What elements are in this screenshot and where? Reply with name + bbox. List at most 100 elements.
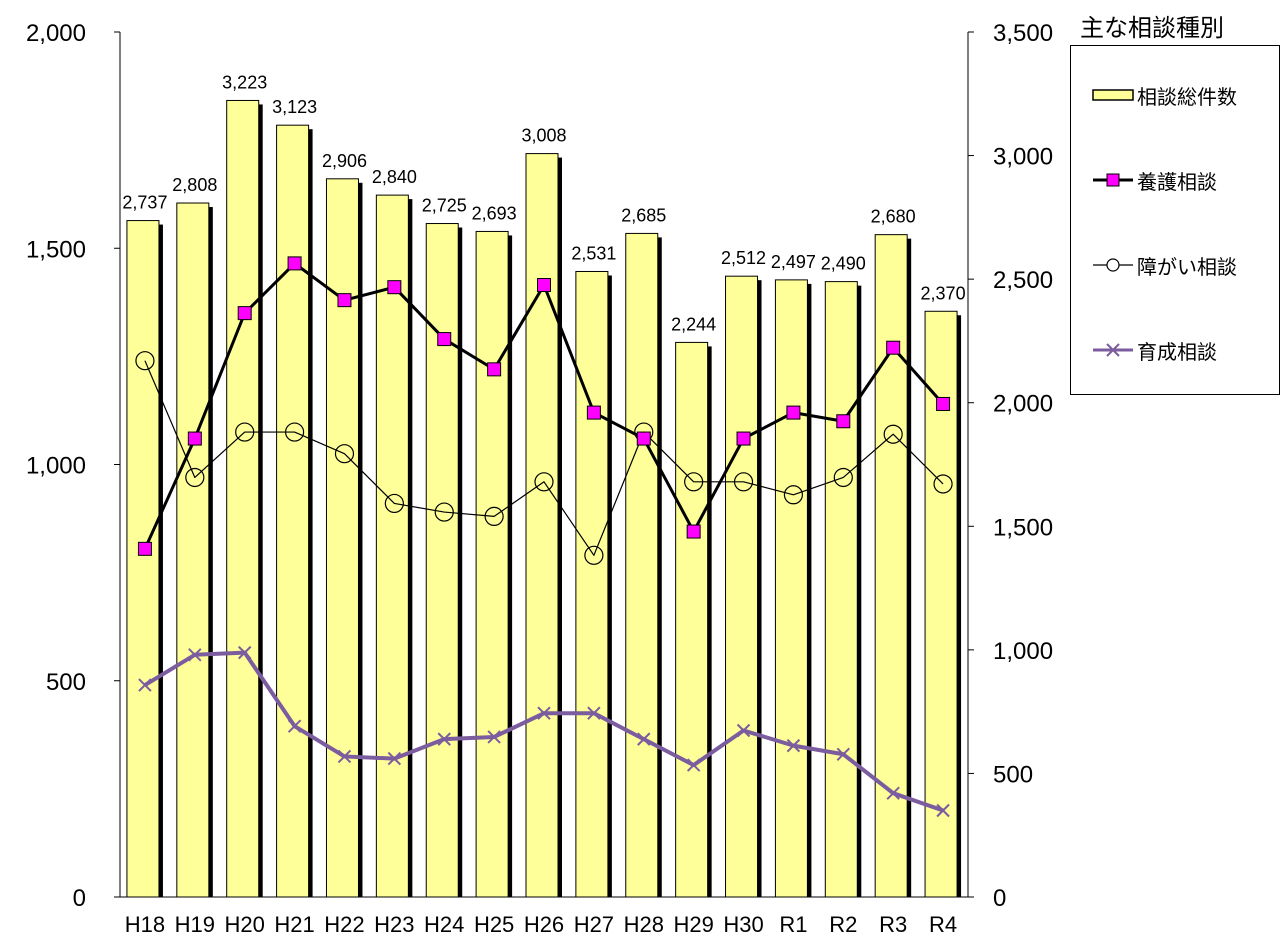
- x-marker: [936, 803, 950, 818]
- circle-marker-icon: [1093, 258, 1133, 272]
- x-marker: [437, 732, 451, 746]
- circle-marker: [534, 472, 554, 492]
- x-tick-label: H19: [175, 912, 215, 937]
- circle-marker: [684, 472, 704, 492]
- circle-marker: [235, 422, 255, 442]
- square-marker: [786, 405, 801, 420]
- x-marker: [287, 719, 302, 733]
- bar-data-label: 2,693: [472, 203, 517, 223]
- x-marker-stroke: [836, 747, 851, 761]
- bar-data-label: 2,531: [571, 243, 616, 263]
- square-marker: [337, 293, 352, 308]
- square-marker: [537, 278, 551, 293]
- legend-label: 障がい相談: [1137, 254, 1237, 279]
- bar-data-label: 2,370: [921, 283, 966, 303]
- x-marker-stroke: [188, 648, 202, 662]
- x-tick-label: R2: [829, 912, 857, 937]
- circle-marker: [484, 506, 504, 527]
- left-tick-label: 1,500: [26, 236, 86, 263]
- x-marker: [587, 706, 601, 720]
- bar: [575, 270, 609, 898]
- square-marker: [137, 541, 152, 556]
- x-marker-stroke: [537, 706, 551, 720]
- right-tick-label: 2,000: [993, 391, 1053, 418]
- x-marker-stroke: [686, 758, 701, 772]
- bar-data-label: 2,808: [172, 175, 217, 195]
- x-marker: [138, 678, 152, 692]
- series-line: [144, 360, 944, 556]
- bar: [725, 275, 759, 898]
- circle-marker: [185, 467, 205, 488]
- bar-data-label: 3,223: [222, 72, 267, 92]
- legend-label: 養護相談: [1137, 169, 1217, 194]
- x-tick-label: R3: [879, 912, 907, 937]
- right-tick-label: 0: [993, 885, 1006, 912]
- bars: [126, 99, 962, 898]
- bar: [325, 178, 359, 898]
- bar: [226, 99, 260, 898]
- square-marker: [636, 431, 651, 446]
- bar-data-label: 3,123: [272, 97, 317, 117]
- x-marker-stroke: [387, 751, 402, 766]
- left-tick-label: 500: [46, 669, 86, 696]
- x-tick-label: H23: [374, 912, 414, 937]
- left-tick-label: 2,000: [26, 20, 86, 47]
- legend-label: 相談総件数: [1137, 84, 1237, 109]
- circle-marker: [334, 444, 355, 464]
- legend: 相談総件数 養護相談 障がい相談 育成相談: [1070, 45, 1280, 395]
- square-marker: [187, 431, 202, 446]
- bar: [625, 232, 659, 898]
- bar: [774, 279, 808, 898]
- legend-item-ikusei: 育成相談: [1091, 335, 1217, 365]
- right-tick-label: 1,500: [993, 514, 1053, 541]
- circle-marker: [434, 502, 454, 522]
- bar-data-label: 3,008: [521, 126, 566, 146]
- square-marker: [287, 256, 302, 271]
- circle-marker: [384, 493, 404, 514]
- circle-marker: [135, 351, 155, 371]
- x-tick-label: R4: [929, 912, 957, 937]
- x-tick-label: H21: [274, 912, 314, 937]
- square-marker-icon: [1093, 173, 1133, 187]
- bar: [375, 194, 409, 898]
- x-marker-icon: [1093, 343, 1133, 357]
- bar-data-label: 2,490: [821, 254, 866, 274]
- x-marker-stroke: [587, 706, 601, 720]
- circle-marker: [933, 474, 953, 494]
- x-marker-stroke: [287, 719, 302, 733]
- left-tick-label: 0: [73, 885, 86, 912]
- x-tick-label: H18: [125, 912, 165, 937]
- bar: [176, 202, 210, 898]
- x-marker-stroke: [736, 723, 751, 738]
- x-marker-stroke: [237, 645, 252, 660]
- legend-label: 育成相談: [1137, 339, 1217, 364]
- circle-marker: [733, 472, 754, 492]
- x-marker: [537, 706, 551, 720]
- bar-data-label: 2,725: [422, 196, 467, 216]
- square-marker: [586, 405, 601, 420]
- x-tick-label: H22: [324, 912, 364, 937]
- x-tick-label: H29: [673, 912, 713, 937]
- left-tick-label: 1,000: [26, 453, 86, 480]
- x-marker-stroke: [487, 730, 501, 744]
- x-marker-stroke: [437, 732, 451, 746]
- right-tick-label: 500: [993, 761, 1033, 788]
- bar: [824, 281, 858, 898]
- x-tick-label: H28: [624, 912, 664, 937]
- x-marker-stroke: [886, 786, 900, 800]
- bar: [276, 124, 310, 898]
- right-tick-label: 3,500: [993, 20, 1053, 47]
- square-marker: [936, 396, 951, 411]
- x-marker-stroke: [786, 738, 801, 753]
- x-tick-label: H20: [225, 912, 265, 937]
- x-marker: [637, 732, 651, 746]
- circle-marker: [783, 485, 804, 505]
- bar-data-label: 2,840: [372, 167, 417, 187]
- x-marker-stroke: [138, 678, 152, 692]
- x-marker: [337, 749, 352, 764]
- bar: [475, 230, 509, 898]
- legend-title: 主な相談種別: [1080, 14, 1224, 42]
- bar-data-label: 2,685: [621, 205, 666, 225]
- square-marker: [836, 414, 851, 429]
